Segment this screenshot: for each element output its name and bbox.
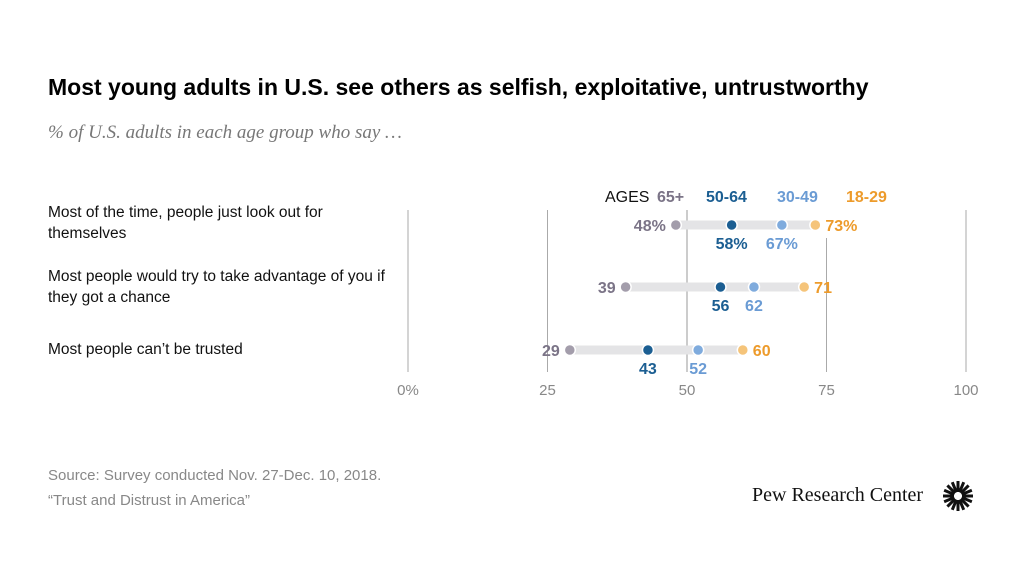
data-label: 56	[712, 298, 730, 315]
legend-title: AGES	[605, 189, 649, 206]
dot-30-49	[747, 280, 761, 294]
x-tick-label: 50	[679, 382, 696, 399]
dot-30-49	[775, 218, 789, 232]
data-label: 73%	[825, 218, 857, 235]
dot-50-64	[725, 218, 738, 232]
dot-18-29	[809, 218, 822, 232]
legend-item-50-64: 50-64	[706, 189, 747, 206]
legend-item-30-49: 30-49	[777, 189, 818, 206]
dot-65+	[669, 218, 683, 232]
row-label: Most people would try to take advantage …	[48, 268, 385, 306]
data-label: 67%	[766, 236, 798, 253]
chart-subtitle: % of U.S. adults in each age group who s…	[48, 122, 402, 143]
sunburst-icon	[943, 481, 973, 511]
row-label: Most people can’t be trusted	[48, 341, 243, 358]
chart-title: Most young adults in U.S. see others as …	[48, 74, 869, 100]
data-label: 58%	[716, 236, 748, 253]
data-label: 71	[814, 280, 832, 297]
dot-18-29	[797, 280, 811, 294]
data-label: 60	[753, 343, 771, 360]
dot-18-29	[736, 343, 750, 357]
x-tick-label: 100	[953, 382, 978, 399]
dot-65+	[619, 280, 632, 294]
x-tick-label: 0%	[397, 382, 419, 399]
data-label: 29	[542, 343, 560, 360]
source-note: Source: Survey conducted Nov. 27-Dec. 10…	[48, 463, 381, 513]
data-label: 62	[745, 298, 763, 315]
data-label: 39	[598, 280, 616, 297]
pew-logo-text: Pew Research Center	[752, 484, 924, 506]
x-tick-label: 25	[539, 382, 556, 399]
source-line: Source: Survey conducted Nov. 27-Dec. 10…	[48, 467, 382, 484]
dot-50-64	[641, 343, 655, 357]
data-label: 43	[639, 361, 657, 378]
legend-item-65+: 65+	[657, 189, 684, 206]
x-tick-label: 75	[818, 382, 835, 399]
dot-65+	[563, 343, 577, 357]
source-line: “Trust and Distrust in America”	[48, 492, 250, 509]
dot-30-49	[691, 343, 705, 357]
row-label: Most of the time, people just look out f…	[48, 204, 323, 242]
data-label: 48%	[634, 218, 666, 235]
data-label: 52	[689, 361, 707, 378]
legend-item-18-29: 18-29	[846, 189, 887, 206]
dot-50-64	[714, 280, 727, 294]
